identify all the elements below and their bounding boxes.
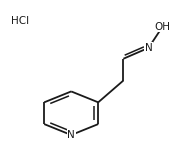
- Text: N: N: [145, 43, 152, 53]
- Text: OH: OH: [154, 22, 170, 32]
- Text: N: N: [67, 130, 75, 140]
- Text: HCl: HCl: [11, 16, 29, 26]
